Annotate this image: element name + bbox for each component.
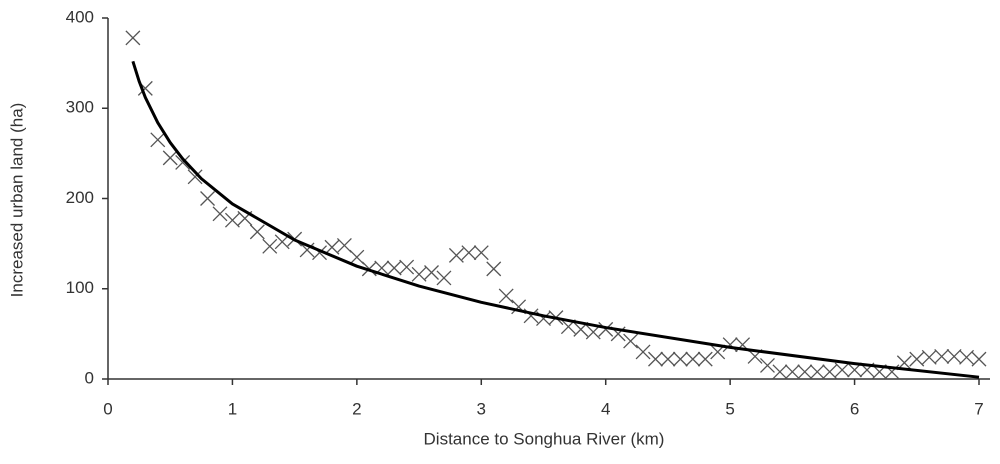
x-marker <box>498 288 514 304</box>
x-marker <box>175 154 191 170</box>
x-marker <box>336 237 352 253</box>
x-marker <box>349 249 365 265</box>
x-marker <box>722 337 738 353</box>
x-marker <box>411 266 427 282</box>
y-tick-label: 300 <box>66 98 94 117</box>
x-marker <box>909 351 925 367</box>
x-marker <box>486 261 502 277</box>
x-marker <box>672 351 688 367</box>
y-tick-label: 100 <box>66 278 94 297</box>
x-tick-label: 3 <box>477 399 486 418</box>
x-marker <box>685 351 701 367</box>
y-tick-label: 200 <box>66 188 94 207</box>
x-marker <box>697 351 713 367</box>
y-tick-label: 400 <box>66 7 94 26</box>
x-marker <box>386 260 402 276</box>
x-marker <box>150 132 166 148</box>
x-tick-label: 1 <box>228 399 237 418</box>
x-marker <box>772 364 788 380</box>
y-axis-label: Increased urban land (ha) <box>7 103 26 298</box>
x-marker <box>946 348 962 364</box>
x-marker <box>660 351 676 367</box>
x-marker <box>809 364 825 380</box>
x-marker <box>125 30 141 46</box>
x-tick-label: 0 <box>103 399 112 418</box>
x-marker <box>598 321 614 337</box>
x-axis-label: Distance to Songhua River (km) <box>424 429 665 448</box>
x-marker <box>324 239 340 255</box>
x-tick-label: 5 <box>725 399 734 418</box>
x-marker <box>822 364 838 380</box>
x-marker <box>249 224 265 240</box>
x-marker <box>921 349 937 365</box>
x-marker <box>834 362 850 378</box>
x-marker <box>162 150 178 166</box>
x-marker <box>448 247 464 263</box>
x-marker <box>959 349 975 365</box>
x-marker <box>262 238 278 254</box>
x-tick-label: 2 <box>352 399 361 418</box>
x-marker <box>399 259 415 275</box>
x-marker <box>934 348 950 364</box>
x-marker <box>212 206 228 222</box>
fit-line <box>131 60 980 379</box>
x-marker <box>648 351 663 367</box>
x-marker <box>473 245 489 261</box>
x-marker <box>635 344 651 360</box>
x-marker <box>200 191 216 206</box>
x-marker <box>299 242 315 258</box>
x-marker <box>436 270 452 286</box>
x-marker <box>424 265 439 280</box>
x-marker <box>784 364 800 380</box>
x-tick-label: 4 <box>601 399 610 418</box>
x-marker <box>187 169 203 185</box>
x-marker <box>760 358 775 373</box>
x-marker <box>971 351 987 367</box>
x-marker <box>224 212 240 228</box>
y-tick-label: 0 <box>85 368 94 387</box>
x-marker <box>461 245 477 261</box>
x-marker <box>797 364 813 380</box>
x-tick-label: 7 <box>974 399 983 418</box>
x-marker <box>623 333 639 349</box>
x-tick-label: 6 <box>850 399 859 418</box>
